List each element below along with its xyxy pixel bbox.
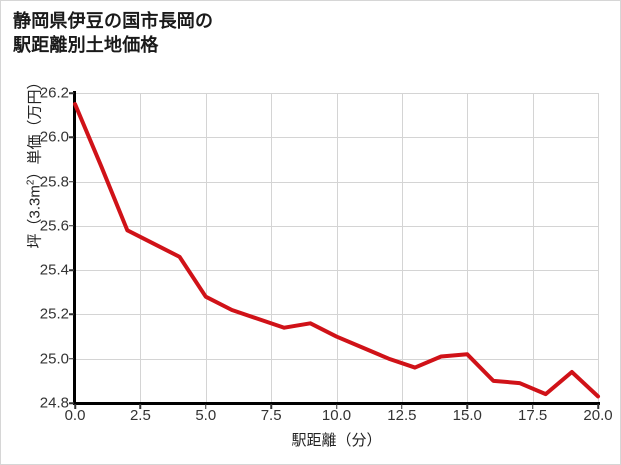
y-tick-label: 25.6 (39, 217, 69, 235)
x-tick-label: 20.0 (583, 407, 613, 424)
y-tick-mark (69, 225, 74, 227)
gridline-vertical (271, 93, 273, 403)
x-tick-mark (531, 404, 534, 409)
x-tick-mark (401, 404, 403, 409)
y-axis-tick-labels: 24.8 25.0 25.2 25.4 25.6 25.8 26.0 26.2 (1, 1, 69, 464)
y-tick-label: 25.0 (39, 350, 69, 368)
y-tick-label: 26.2 (39, 84, 69, 102)
y-tick-mark (69, 357, 74, 360)
y-axis-label: 坪（3.3m2）単価（万円） (24, 7, 45, 317)
y-tick-mark (69, 92, 74, 94)
y-tick-mark (69, 402, 74, 404)
y-tick-label: 25.4 (39, 261, 69, 279)
x-tick-mark (74, 404, 76, 409)
x-tick-mark (270, 404, 272, 409)
y-tick-mark (69, 269, 74, 271)
x-tick-mark (466, 404, 468, 409)
gridline-vertical (336, 93, 338, 403)
y-tick-mark (69, 136, 74, 139)
y-tick-label: 25.2 (39, 305, 69, 323)
x-axis-spine (73, 402, 600, 405)
gridline-vertical (140, 93, 142, 403)
x-tick-label: 0.0 (64, 407, 86, 424)
data-series-line (73, 102, 600, 399)
x-tick-label: 15.0 (452, 407, 482, 424)
y-tick-mark (69, 180, 74, 183)
x-tick-mark (139, 404, 142, 409)
y-axis-label-text: 坪（3.3m2）単価（万円） (25, 74, 44, 249)
y-tick-label: 25.8 (39, 173, 69, 191)
y-tick-mark (69, 313, 74, 316)
gridline-vertical (598, 93, 599, 403)
y-tick-label: 24.8 (39, 394, 69, 412)
x-tick-label: 7.5 (260, 407, 282, 424)
chart-title: 静岡県伊豆の国市長岡の 駅距離別土地価格 (13, 11, 214, 56)
x-axis-label: 駅距離（分） (291, 432, 382, 449)
x-tick-mark (335, 404, 338, 409)
x-tick-mark (597, 404, 599, 409)
gridline-vertical (532, 93, 534, 403)
gridline-vertical (75, 93, 76, 403)
x-tick-label: 17.5 (518, 407, 548, 424)
gridline-vertical (401, 93, 403, 403)
y-axis-spine (73, 91, 76, 405)
x-tick-label: 2.5 (129, 407, 151, 424)
x-tick-mark (205, 404, 207, 409)
x-tick-label: 12.5 (387, 407, 417, 424)
y-tick-label: 26.0 (39, 128, 69, 146)
gridline-vertical (205, 93, 207, 403)
gridline-vertical (467, 93, 469, 403)
x-tick-label: 10.0 (321, 407, 352, 424)
x-tick-label: 5.0 (195, 407, 217, 424)
